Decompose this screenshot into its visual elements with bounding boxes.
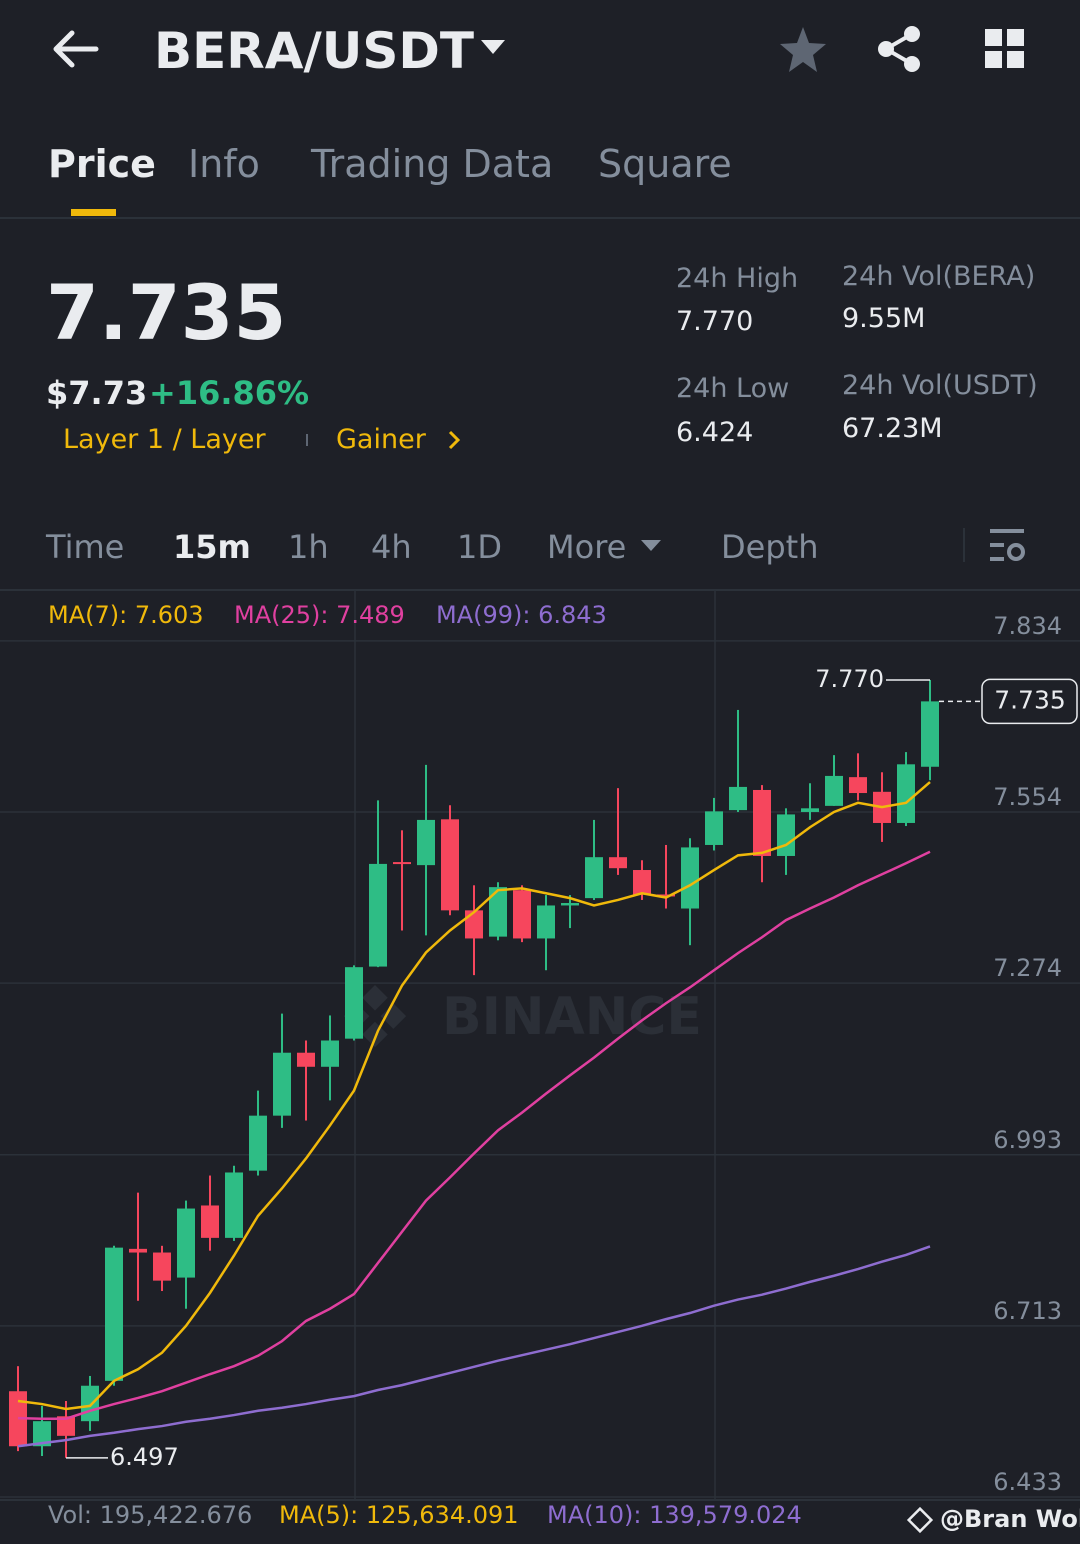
stat-label: 24h Low (676, 373, 790, 404)
stat-value: 9.55M (842, 303, 926, 334)
chart-settings-icon[interactable] (990, 529, 1025, 561)
interval[interactable]: 1D (457, 528, 502, 566)
tab[interactable]: Info (188, 142, 260, 186)
favorite-star[interactable] (780, 27, 826, 72)
credit-logo (906, 1506, 934, 1534)
stat-value: 67.23M (842, 413, 943, 444)
volume: Vol: 195,422.676 (48, 1501, 253, 1529)
interval[interactable]: Time (46, 528, 125, 566)
interval[interactable]: 15m (173, 528, 251, 566)
last-price: 7.735 (46, 268, 287, 357)
interval[interactable]: Depth (721, 528, 819, 566)
pair-dropdown[interactable] (481, 40, 505, 54)
tab[interactable]: Price (48, 142, 156, 186)
tab[interactable]: Trading Data (311, 142, 554, 186)
stat-label: 24h High (676, 263, 799, 294)
stat-value: 6.424 (676, 417, 754, 448)
interval[interactable]: 4h (371, 528, 412, 566)
more-dropdown[interactable] (641, 540, 661, 551)
stat-label: 24h Vol(BERA) (842, 261, 1036, 292)
pair-title[interactable]: BERA/USDT (154, 22, 474, 80)
tag[interactable]: Gainer (336, 424, 426, 455)
credit: @Bran Wolf (940, 1505, 1080, 1533)
back-arrow[interactable] (53, 30, 99, 68)
watermark-logo (343, 985, 407, 1048)
stat-label: 24h Vol(USDT) (842, 370, 1038, 401)
interval[interactable]: 1h (288, 528, 329, 566)
watermark: BINANCE (442, 987, 702, 1047)
chevron[interactable] (448, 430, 461, 450)
volume-ma: MA(10): 139,579.024 (547, 1501, 802, 1529)
tag[interactable]: Layer 1 / Layer (63, 424, 266, 455)
usd-price: $7.73 (46, 374, 148, 412)
tab[interactable]: Square (598, 142, 732, 186)
tab-indicator (71, 209, 116, 216)
volume-ma: MA(5): 125,634.091 (279, 1501, 519, 1529)
interval[interactable]: More (547, 528, 627, 566)
stat-value: 7.770 (676, 306, 754, 337)
share-icon[interactable] (878, 26, 920, 72)
change: +16.86% (149, 374, 310, 412)
grid-icon[interactable] (985, 29, 1024, 68)
